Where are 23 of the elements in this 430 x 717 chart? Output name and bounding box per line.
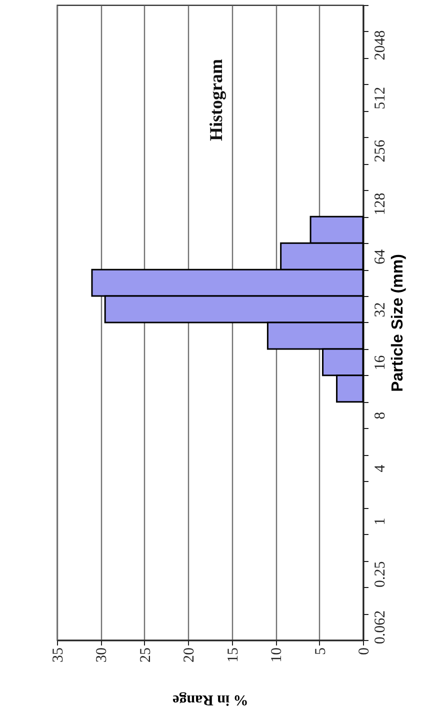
y-tick-label: 0.25	[372, 561, 388, 588]
y-tick-label: 32	[372, 302, 388, 318]
x-tick-label: 0	[356, 648, 372, 655]
x-tick-label: 15	[225, 648, 242, 662]
y-tick-label: 2048	[372, 30, 388, 60]
y-tick-label: 8	[372, 412, 388, 420]
y-tick-label: 1	[372, 518, 388, 526]
y-axis-title: Particle Size (mm)	[390, 254, 406, 392]
y-tick-label: 4	[372, 464, 388, 472]
y-tick-label: 512	[372, 86, 388, 110]
y-tick-label: 64	[372, 248, 388, 264]
y-tick-label: 128	[372, 192, 388, 216]
x-tick-label: 20	[182, 648, 198, 662]
x-axis-title: % in Range	[172, 692, 248, 708]
x-tick-label: 35	[50, 648, 66, 662]
y-tick-label: 0.062	[372, 610, 388, 644]
y-tick-label: 256	[372, 139, 388, 162]
y-tick-label: 16	[372, 354, 388, 370]
text: Histogram	[206, 59, 226, 141]
x-tick-label: 5	[312, 648, 329, 655]
x-tick-label: 30	[94, 648, 110, 662]
x-tick-label: 25	[138, 648, 154, 662]
x-tick-label: 10	[269, 648, 286, 662]
